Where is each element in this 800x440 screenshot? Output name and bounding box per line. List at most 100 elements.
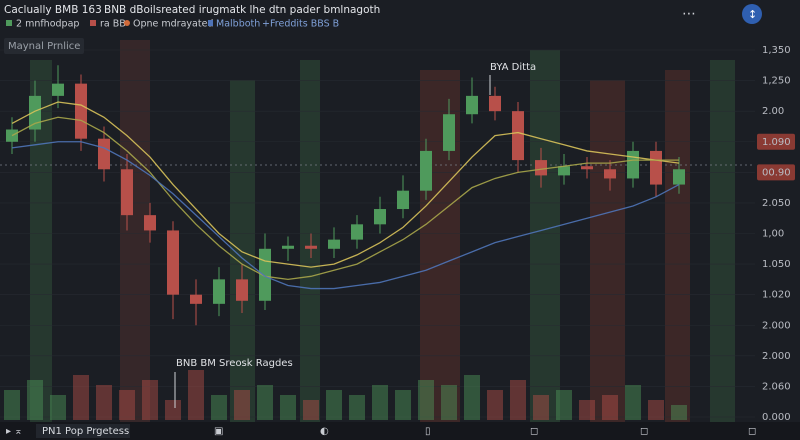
y-tick-label: 2.00 [762, 106, 784, 117]
legend-icon: + [262, 19, 270, 30]
volume-bar [211, 395, 227, 420]
candle-body [351, 224, 363, 240]
volume-bar [326, 390, 342, 420]
volume-bar [510, 380, 526, 420]
candle-body [604, 169, 616, 179]
toolbar-icon[interactable]: ◻ [640, 426, 648, 437]
candle-body [305, 245, 317, 249]
volume-bar [579, 400, 595, 420]
settings-button[interactable] [742, 4, 762, 24]
volume-bar [625, 385, 641, 420]
volume-bar [142, 380, 158, 420]
toolbar-icon[interactable]: ◻ [748, 426, 756, 437]
candle-body [535, 160, 547, 176]
legend-item: Opne mdrayated [133, 19, 213, 30]
legend-swatch [90, 20, 96, 26]
symbol: Caclually BMB 163 [4, 4, 102, 16]
toolbar-icon[interactable]: ▯ [425, 426, 431, 437]
description: BNB dBoilsreated irugmatk lhe dtn pader … [104, 4, 380, 16]
legend-item: 2 mnfhodpap [16, 19, 79, 30]
candle-body [328, 239, 340, 249]
candle-body [374, 209, 386, 225]
moving-average [11, 101, 680, 268]
candle-body [466, 95, 478, 115]
y-tick-label: 1.020 [762, 290, 791, 301]
footer-label-bg [36, 424, 130, 438]
candle-body [627, 150, 639, 179]
y-tick-label: 1,00 [762, 229, 784, 240]
candle-body [167, 230, 179, 295]
y-tick-label: 2.000 [762, 320, 791, 331]
more-menu[interactable]: ⋯ [682, 6, 696, 22]
moving-average [11, 116, 679, 281]
candle-body [581, 166, 593, 170]
volume-bar [648, 400, 664, 420]
volume-bar [372, 385, 388, 420]
candle-body [443, 114, 455, 151]
candle-body [420, 150, 432, 191]
volume-bar [303, 400, 319, 420]
y-tick-label: 1,350 [762, 45, 791, 56]
volume-bar [280, 395, 296, 420]
candle-body [75, 83, 87, 139]
y-tick-label: 2.000 [762, 351, 791, 362]
bottom-toolbar [0, 422, 800, 440]
y-tick-label: 2.050 [762, 198, 791, 209]
candle-body [121, 169, 133, 216]
candle-body [650, 150, 662, 185]
volume-bar [602, 395, 618, 420]
candle-body [236, 279, 248, 301]
volume-bar [464, 375, 480, 420]
background-bands [30, 40, 735, 430]
volume-bar [4, 390, 20, 420]
volume-bar [441, 385, 457, 420]
candle-body [98, 138, 110, 170]
candle-body [29, 95, 41, 130]
play-button[interactable]: ▸ ⌅ [6, 426, 23, 437]
candle-body [144, 215, 156, 231]
legend-item: ra BB [100, 19, 126, 30]
candle-body [397, 190, 409, 210]
volume-bar [671, 405, 687, 420]
candle-body [190, 294, 202, 304]
candle-body [489, 95, 501, 112]
moving-average [11, 141, 680, 290]
volume-bar [257, 385, 273, 420]
toolbar-icon[interactable]: ◐ [320, 426, 329, 437]
volume-bar [27, 380, 43, 420]
volume-bar [487, 390, 503, 420]
annotation: BYA Ditta [490, 62, 536, 73]
legend-swatch [208, 20, 213, 26]
y-tick-label: 2.060 [762, 381, 791, 392]
legend-item: Freddits BBS B [270, 19, 339, 30]
y-tick-label: 1.090 [762, 137, 791, 148]
candle-body [282, 245, 294, 249]
legend-swatch [124, 20, 130, 26]
pane-label-bg [4, 38, 84, 54]
volume-bar [165, 400, 181, 420]
volume-bar [349, 395, 365, 420]
volume-bar [234, 390, 250, 420]
volume-bar [418, 380, 434, 420]
volume-bar [50, 395, 66, 420]
price-tag [757, 164, 795, 181]
toolbar-icon[interactable]: ▣ [214, 426, 223, 437]
volume-bar [96, 385, 112, 420]
candle-body [512, 111, 524, 161]
annotation: BNB BM Sreosk Ragdes [176, 358, 293, 369]
toolbar-icon[interactable]: ◻ [530, 426, 538, 437]
volume-bar [73, 375, 89, 420]
candle-body [213, 279, 225, 304]
y-tick-label: 1,250 [762, 76, 791, 87]
price-tag [757, 133, 795, 150]
candle-body [558, 166, 570, 176]
volume-bar [533, 395, 549, 420]
pane-label: Maynal Prnlice [8, 41, 80, 52]
y-tick-label: 00.90 [762, 167, 791, 178]
y-tick-label: 1.050 [762, 259, 791, 270]
legend-swatch [6, 20, 12, 26]
settings-icon: ↕ [748, 8, 757, 21]
legend-item: Malbboth [216, 19, 260, 30]
